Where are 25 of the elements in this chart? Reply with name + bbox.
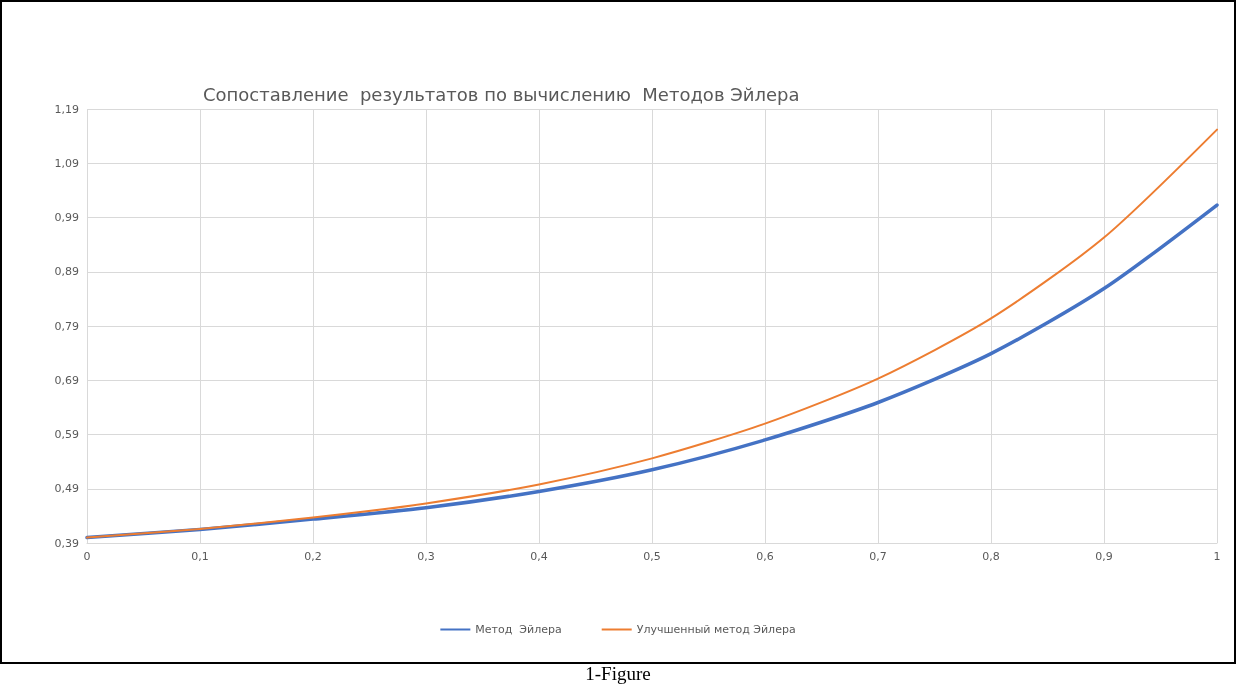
y-tick-label: 0,79 — [54, 319, 79, 333]
x-tick-label: 0,3 — [417, 550, 435, 563]
y-tick-label: 1,09 — [54, 156, 79, 170]
line-series — [86, 128, 1218, 539]
legend-label: Метод Эйлера — [475, 623, 562, 636]
x-tick-label: 0,7 — [869, 550, 887, 563]
x-tick-label: 0 — [83, 550, 91, 563]
x-tick-label: 1 — [1213, 550, 1221, 563]
y-tick-label: 0,69 — [54, 373, 79, 387]
chart-title: Сопоставление результатов по вычислению Методов Эйлера — [203, 83, 800, 105]
x-tick-label: 0,1 — [191, 550, 209, 563]
y-tick-label: 0,39 — [54, 536, 79, 550]
y-tick-label: 0,89 — [54, 265, 79, 279]
x-tick-label: 0,9 — [1095, 550, 1113, 563]
y-tick-label: 0,99 — [54, 211, 79, 224]
x-tick-label: 0,6 — [756, 550, 774, 563]
x-tick-label: 0,4 — [530, 550, 548, 563]
x-tick-label: 0,2 — [304, 550, 322, 563]
text: 1-Figure — [584, 663, 652, 685]
y-tick-label: 0,49 — [54, 482, 79, 496]
y-tick-label: 0,59 — [54, 428, 79, 441]
x-tick-label: 0,5 — [643, 550, 661, 563]
y-tick-label: 1,19 — [54, 102, 79, 116]
x-tick-label: 0,8 — [982, 550, 1000, 563]
legend-label: Улучшенный метод Эйлера — [636, 623, 796, 636]
